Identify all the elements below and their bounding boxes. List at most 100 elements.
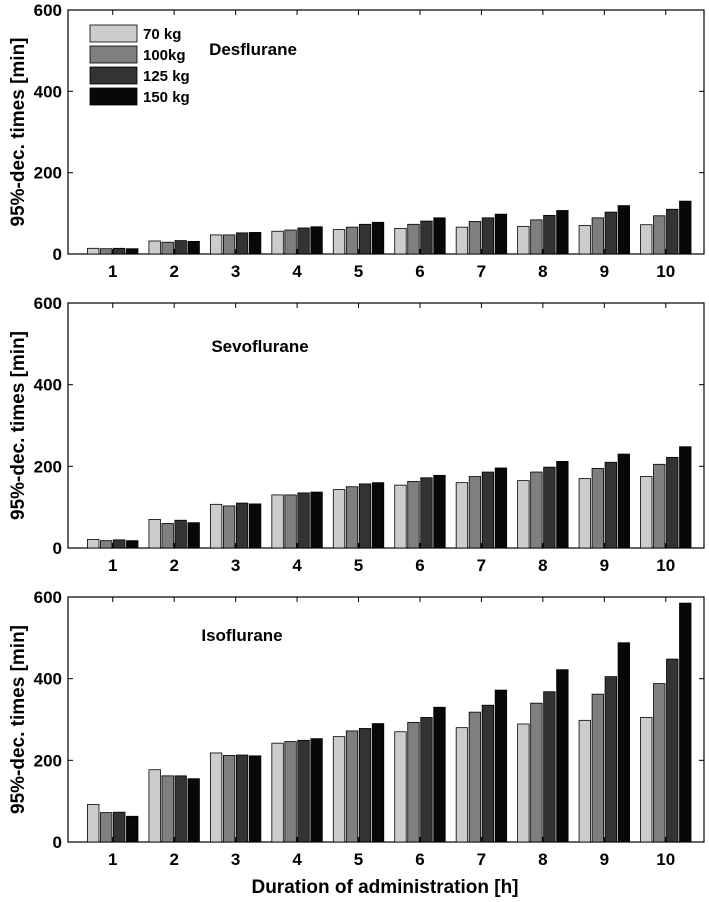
plot-frame bbox=[67, 596, 705, 843]
x-tick-label: 9 bbox=[600, 556, 609, 575]
bar-sevoflurane-h7-s1 bbox=[468, 476, 482, 549]
bar-sevoflurane-h5-s1 bbox=[345, 486, 359, 549]
bar-isoflurane-h1-s0 bbox=[87, 804, 100, 843]
panel-sevoflurane: 0 200 400 600 95%-dec. times [min] 1 2 3 4 5 6 7 8 9 1… bbox=[8, 294, 705, 575]
x-tick-label: 3 bbox=[231, 556, 240, 575]
panel-isoflurane: 0 200 400 600 95%-dec. times [min] 1 2 3 4 5 6 7 8 9 1… bbox=[8, 588, 705, 869]
bar-desflurane-h4-s3 bbox=[310, 226, 323, 255]
bar-sevoflurane-h8-s3 bbox=[556, 461, 569, 549]
bar-sevoflurane-h2-s3 bbox=[187, 522, 200, 549]
x-tick-label: 2 bbox=[169, 262, 178, 281]
panel-desflurane: 0 200 400 600 95%-dec. times [min] 1 2 3 4 5 6 7 8 9 1… bbox=[8, 1, 705, 281]
bar-desflurane-h7-s0 bbox=[455, 226, 469, 255]
plot-frame bbox=[67, 302, 705, 549]
legend: 70 kg 100kg 125 kg 150 kg bbox=[89, 24, 190, 106]
bar-sevoflurane-h2-s1 bbox=[161, 523, 174, 549]
x-tick-label: 3 bbox=[231, 262, 240, 281]
bar-isoflurane-h3-s2 bbox=[235, 754, 249, 843]
y-tick-label: 400 bbox=[34, 376, 62, 395]
bar-isoflurane-h4-s3 bbox=[310, 738, 323, 843]
bar-isoflurane-h10-s2 bbox=[666, 658, 679, 843]
bar-isoflurane-h2-s3 bbox=[187, 778, 200, 843]
bar-isoflurane-h7-s2 bbox=[481, 704, 495, 843]
x-tick-label: 4 bbox=[292, 556, 302, 575]
bar-isoflurane-h4-s1 bbox=[284, 741, 297, 843]
x-tick-label: 7 bbox=[477, 556, 486, 575]
bar-desflurane-h3-s3 bbox=[248, 232, 262, 255]
bar-isoflurane-h7-s1 bbox=[468, 711, 482, 843]
bar-sevoflurane-h9-s2 bbox=[604, 461, 617, 549]
legend-swatch-3 bbox=[89, 87, 138, 106]
bar-sevoflurane-h10-s3 bbox=[679, 446, 692, 549]
bar-isoflurane-h10-s1 bbox=[653, 683, 666, 843]
bar-isoflurane-h6-s0 bbox=[394, 731, 407, 843]
bar-sevoflurane-h1-s2 bbox=[113, 539, 126, 549]
x-tick-label: 4 bbox=[292, 850, 302, 869]
x-tick-label: 1 bbox=[108, 850, 117, 869]
x-tick-label: 6 bbox=[415, 850, 424, 869]
bar-isoflurane-h3-s3 bbox=[248, 755, 262, 843]
bar-isoflurane-h8-s0 bbox=[517, 723, 530, 843]
x-tick-label: 1 bbox=[108, 556, 117, 575]
x-tick-label: 5 bbox=[354, 556, 363, 575]
bar-desflurane-h10-s1 bbox=[653, 215, 666, 255]
y-tick-label: 600 bbox=[34, 1, 62, 20]
bar-isoflurane-h10-s3 bbox=[679, 602, 692, 843]
bar-desflurane-h10-s2 bbox=[666, 208, 679, 255]
bar-sevoflurane-h5-s3 bbox=[371, 482, 385, 549]
bar-sevoflurane-h4-s2 bbox=[297, 492, 310, 549]
bar-desflurane-h1-s1 bbox=[100, 248, 113, 255]
bar-sevoflurane-h10-s0 bbox=[640, 476, 653, 549]
panel-title: Isoflurane bbox=[201, 626, 282, 645]
bar-sevoflurane-h4-s0 bbox=[271, 494, 284, 549]
bar-desflurane-h3-s0 bbox=[209, 234, 223, 255]
y-tick-label: 0 bbox=[53, 539, 62, 558]
bar-isoflurane-h3-s0 bbox=[209, 752, 223, 843]
bar-sevoflurane-h4-s3 bbox=[310, 491, 323, 549]
y-axis-title: 95%-dec. times [min] bbox=[8, 38, 29, 227]
x-tick-label: 5 bbox=[354, 850, 363, 869]
bar-desflurane-h8-s3 bbox=[556, 210, 569, 255]
bar-sevoflurane-h6-s2 bbox=[420, 477, 433, 549]
bar-desflurane-h10-s3 bbox=[679, 200, 692, 255]
bar-isoflurane-h5-s1 bbox=[345, 730, 359, 843]
bar-sevoflurane-h10-s2 bbox=[666, 456, 679, 549]
bar-isoflurane-h5-s0 bbox=[332, 736, 346, 843]
bar-desflurane-h9-s3 bbox=[617, 205, 630, 255]
bar-desflurane-h8-s0 bbox=[517, 225, 530, 255]
x-tick-label: 9 bbox=[600, 850, 609, 869]
bar-sevoflurane-h10-s1 bbox=[653, 463, 666, 549]
bar-isoflurane-h1-s2 bbox=[113, 811, 126, 843]
bar-isoflurane-h1-s1 bbox=[100, 812, 113, 843]
y-tick-label: 400 bbox=[34, 670, 62, 689]
x-tick-label: 1 bbox=[108, 262, 117, 281]
bar-desflurane-h3-s2 bbox=[235, 232, 249, 255]
bar-desflurane-h2-s0 bbox=[148, 240, 161, 255]
bar-isoflurane-h9-s2 bbox=[604, 676, 617, 843]
bar-isoflurane-h10-s0 bbox=[640, 717, 653, 843]
bar-sevoflurane-h1-s3 bbox=[126, 540, 139, 549]
bar-desflurane-h6-s1 bbox=[407, 223, 420, 255]
bar-sevoflurane-h1-s0 bbox=[87, 539, 100, 549]
bar-isoflurane-h5-s3 bbox=[371, 723, 385, 843]
y-tick-label: 600 bbox=[34, 294, 62, 313]
y-tick-label: 200 bbox=[34, 164, 62, 183]
bar-isoflurane-h9-s0 bbox=[578, 719, 591, 843]
bar-desflurane-h4-s0 bbox=[271, 230, 284, 255]
legend-label-2: 125 kg bbox=[143, 68, 190, 85]
bar-isoflurane-h8-s3 bbox=[556, 669, 569, 843]
bar-sevoflurane-h5-s2 bbox=[358, 483, 372, 549]
bar-sevoflurane-h7-s3 bbox=[494, 467, 508, 549]
bar-isoflurane-h8-s1 bbox=[530, 702, 543, 843]
bar-sevoflurane-h2-s0 bbox=[148, 519, 161, 549]
panel-title: Desflurane bbox=[209, 40, 297, 59]
legend-label-1: 100kg bbox=[143, 47, 186, 64]
bar-isoflurane-h6-s2 bbox=[420, 717, 433, 843]
x-tick-label: 7 bbox=[477, 262, 486, 281]
legend-label-0: 70 kg bbox=[143, 26, 181, 43]
bar-sevoflurane-h8-s0 bbox=[517, 480, 530, 549]
y-tick-label: 600 bbox=[34, 588, 62, 607]
bar-isoflurane-h2-s1 bbox=[161, 775, 174, 843]
bar-isoflurane-h1-s3 bbox=[126, 815, 139, 843]
